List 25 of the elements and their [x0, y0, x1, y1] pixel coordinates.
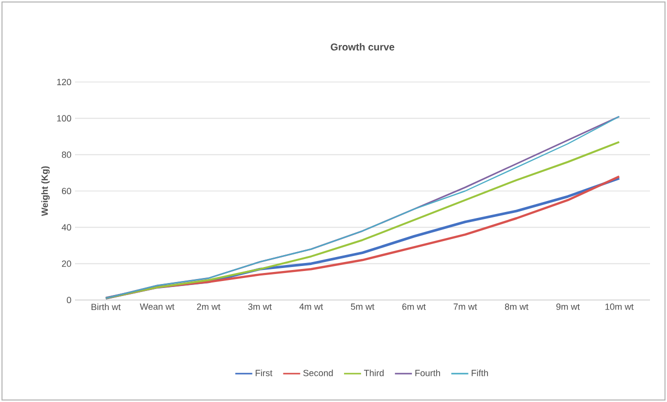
legend-label: Fifth: [472, 370, 488, 376]
chart-title: Growth curve: [330, 43, 394, 50]
x-tick-label: 6m wt: [402, 304, 426, 310]
x-tick-label: 4m wt: [299, 304, 324, 310]
x-tick-label: 9m wt: [556, 304, 580, 310]
y-tick-label: 80: [62, 151, 72, 158]
y-tick-label: 100: [57, 115, 72, 122]
x-tick-label: Birth wt: [92, 304, 121, 310]
x-tick-label: 10m wt: [605, 304, 634, 310]
x-tick-label: 2m wt: [196, 304, 220, 310]
legend-label: Fourth: [415, 370, 440, 376]
legend-label: Second: [303, 370, 333, 376]
y-tick-label: 60: [62, 188, 72, 194]
y-tick-label: 40: [62, 224, 72, 231]
legend-label: First: [256, 370, 272, 376]
y-tick-label: 20: [62, 260, 72, 267]
y-tick-label: 120: [57, 78, 72, 86]
x-tick-label: 3m wt: [248, 304, 272, 310]
x-tick-label: Wean wt: [140, 304, 174, 310]
y-tick-label: 0: [66, 296, 72, 304]
legend-label: Third: [364, 370, 384, 376]
x-tick-label: 7m wt: [454, 304, 478, 310]
x-tick-label: 5m wt: [350, 304, 374, 310]
y-axis-title: Weight (Kg): [41, 166, 50, 216]
x-tick-label: 8m wt: [504, 304, 528, 310]
